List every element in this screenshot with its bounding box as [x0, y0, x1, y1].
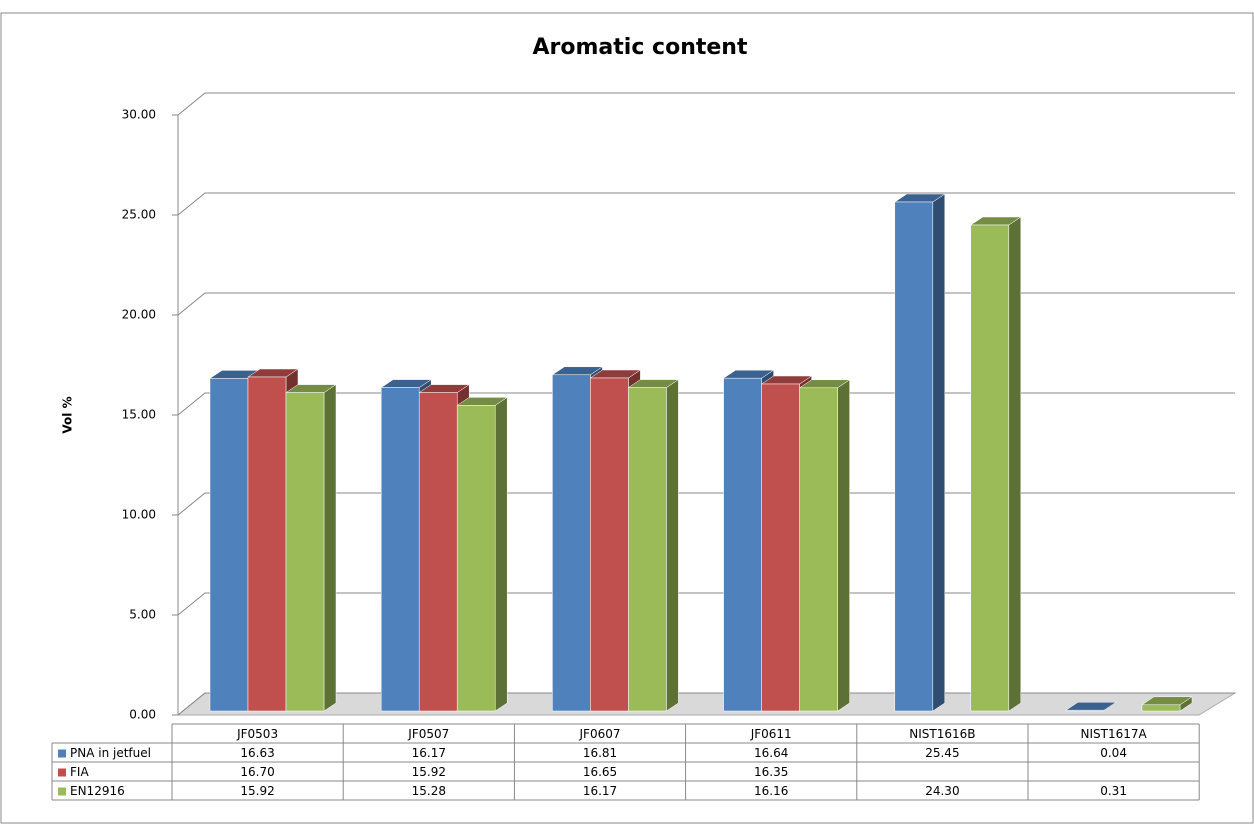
table-value: 15.92	[412, 765, 446, 779]
table-value: 16.35	[754, 765, 788, 779]
legend-label: EN12916	[70, 784, 125, 798]
bar-front	[590, 377, 629, 712]
grid-line	[177, 392, 1235, 416]
legend-swatch	[58, 787, 66, 796]
bar-side	[932, 193, 946, 712]
table-value: 25.45	[925, 746, 959, 760]
bar	[551, 366, 604, 712]
grid-line	[177, 492, 1235, 516]
grid-line	[177, 92, 1235, 116]
x-tick-label: JF0607	[579, 727, 621, 741]
table-value: 16.64	[754, 746, 788, 760]
bar	[893, 193, 946, 712]
bar-front	[799, 387, 838, 712]
table-value: 15.28	[412, 784, 446, 798]
x-tick-label: NIST1617A	[1080, 727, 1147, 741]
bar-front	[380, 387, 420, 712]
table-value: 16.70	[240, 765, 274, 779]
bar-front	[1141, 704, 1181, 712]
bar-front	[894, 201, 934, 712]
bar-front	[970, 224, 1010, 712]
legend-swatch	[58, 749, 66, 758]
table-value: 0.04	[1100, 746, 1127, 760]
bar	[798, 379, 851, 712]
table-value: 16.16	[754, 784, 788, 798]
bar-front	[247, 376, 287, 712]
bar-side	[323, 384, 337, 712]
grid-line	[177, 292, 1235, 316]
bar-front	[761, 383, 800, 712]
bar	[969, 216, 1022, 712]
legend-swatch	[58, 768, 66, 777]
y-tick-label: 20.00	[122, 308, 156, 322]
x-tick-label: NIST1616B	[909, 727, 975, 741]
y-tick-label: 25.00	[122, 208, 156, 222]
y-tick-label: 15.00	[122, 408, 156, 422]
x-tick-label: JF0611	[750, 727, 792, 741]
legend-label: FIA	[70, 765, 89, 779]
bar-front	[285, 392, 325, 712]
bar-side	[494, 396, 508, 712]
grid-line	[177, 592, 1235, 616]
table-value: 16.17	[412, 746, 446, 760]
x-tick-label: JF0503	[236, 727, 278, 741]
bar-front	[552, 374, 591, 712]
y-tick-label: 5.00	[129, 608, 156, 622]
y-tick-label: 30.00	[122, 108, 156, 122]
bar	[627, 379, 680, 712]
bar-front	[628, 387, 667, 712]
bar-side	[666, 379, 679, 712]
y-axis-label: Vol %	[61, 396, 75, 433]
chart-title: Aromatic content	[533, 35, 748, 60]
grid-line	[177, 192, 1235, 216]
bar-front	[418, 392, 458, 712]
table-value: 15.92	[240, 784, 274, 798]
y-tick-label: 10.00	[122, 508, 156, 522]
bar-front	[456, 405, 496, 712]
bar-front	[209, 378, 249, 712]
bar-side	[1008, 216, 1022, 712]
table-value: 16.63	[240, 746, 274, 760]
grid-line	[177, 692, 1235, 716]
bar-side	[837, 379, 850, 712]
bar	[1141, 696, 1193, 712]
table-value: 0.31	[1100, 784, 1127, 798]
table-value: 16.65	[583, 765, 617, 779]
bar-front	[1065, 709, 1105, 712]
bar	[285, 384, 337, 712]
table-value: 16.81	[583, 746, 617, 760]
x-tick-label: JF0507	[407, 727, 449, 741]
table-value: 24.30	[925, 784, 959, 798]
bar	[456, 396, 509, 712]
bar-front	[723, 377, 762, 712]
legend-label: PNA in jetfuel	[70, 746, 151, 760]
bar	[1065, 701, 1117, 712]
table-value: 16.17	[583, 784, 617, 798]
y-tick-label: 0.00	[129, 708, 156, 722]
